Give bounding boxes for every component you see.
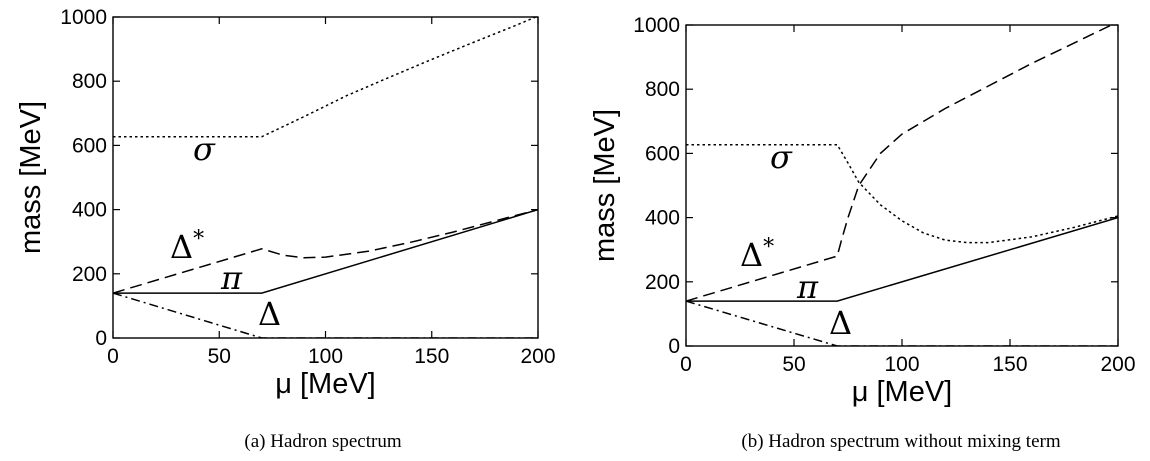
panel-b-x-tick-label: 150 xyxy=(992,353,1027,376)
panel-b-y-tick-label: 400 xyxy=(645,207,680,230)
panel-b-x-tick-label: 200 xyxy=(1100,353,1135,376)
panel-a-series-line-2 xyxy=(113,208,538,294)
panel-a-x-tick-label: 200 xyxy=(520,345,555,368)
panel-a-series-label: Δ xyxy=(258,295,281,333)
panel-a-x-tick-label: 150 xyxy=(414,345,449,368)
panel-a-series-line-1 xyxy=(113,208,538,294)
panel-b-caption: (b) Hadron spectrum without mixing term xyxy=(741,431,1060,452)
panel-b-x-tick-label: 50 xyxy=(782,353,805,376)
panel-a-y-tick-label: 600 xyxy=(72,134,107,157)
panel-b-y-tick-label: 1000 xyxy=(633,14,680,37)
panel-a-series-line-3 xyxy=(113,292,538,338)
panel-b-y-tick-label: 800 xyxy=(645,78,680,101)
panel-b-x-tick-label: 100 xyxy=(884,353,919,376)
panel-b-series-label: Δ* xyxy=(740,235,774,274)
panel-a-y-tick-label: 800 xyxy=(72,70,107,93)
panel-b-plot-frame xyxy=(685,24,1119,347)
panel-b-series-line-0 xyxy=(686,143,1118,244)
panel-b-y-axis-label: mass [MeV] xyxy=(589,109,621,262)
panel-b-series-line-2 xyxy=(686,216,1118,302)
panel-a-series-label: σ xyxy=(193,130,216,168)
panel-a-x-tick-label: 0 xyxy=(107,345,119,368)
panel-b-series-line-1 xyxy=(686,25,1114,302)
panel-a-y-axis-label: mass [MeV] xyxy=(15,101,47,254)
panel-a-y-tick-label: 200 xyxy=(72,263,107,286)
panel-b-series-label: σ xyxy=(770,138,793,176)
panel-b-x-axis-label: μ [MeV] xyxy=(852,376,953,408)
panel-a-series-line-0 xyxy=(113,17,538,138)
panel-b-y-tick-label: 0 xyxy=(668,335,680,358)
panel-a-series-label: Δ* xyxy=(170,227,204,266)
panel-a-plot-frame xyxy=(112,16,539,339)
panel-a-y-tick-label: 400 xyxy=(72,199,107,222)
panel-b-series-line-3 xyxy=(686,300,1118,346)
panel-b-x-tick-label: 0 xyxy=(680,353,692,376)
panel-b-series-label: Δ xyxy=(829,304,852,342)
panel-a-x-tick-label: 100 xyxy=(308,345,343,368)
panel-a-caption: (a) Hadron spectrum xyxy=(244,431,401,452)
panel-b-series-label: π xyxy=(796,268,819,306)
panel-b-y-tick-label: 600 xyxy=(645,142,680,165)
panel-b-y-tick-label: 200 xyxy=(645,271,680,294)
panel-a-x-tick-label: 50 xyxy=(208,345,231,368)
panel-a-y-tick-label: 0 xyxy=(95,327,107,350)
panel-a-x-axis-label: μ [MeV] xyxy=(275,368,376,400)
panel-a-series-label: π xyxy=(220,259,243,297)
panel-a-y-tick-label: 1000 xyxy=(60,6,107,29)
